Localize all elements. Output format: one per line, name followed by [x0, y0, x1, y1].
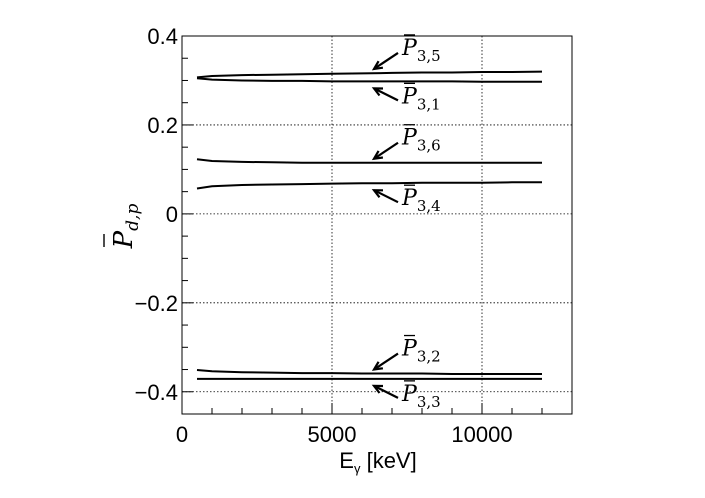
- annotation-arrow-shaft: [373, 352, 399, 371]
- annotation-label-sub: 3,1: [417, 95, 441, 113]
- y-tick-label: −0.2: [135, 291, 178, 316]
- annotation-label: P3,4: [401, 186, 441, 215]
- annotation-arrow-head: [371, 60, 384, 71]
- series-line-3-5: [196, 70, 543, 79]
- annotation-label-sub: 3,2: [417, 348, 441, 366]
- annotation-3-1: P3,1: [371, 82, 441, 113]
- series-line-3-1: [196, 77, 542, 83]
- x-tick-label: 10000: [451, 422, 512, 447]
- annotation-label: P3,6: [401, 126, 441, 155]
- curve-annotations: P3,5P3,1P3,6P3,4P3,2P3,3: [371, 34, 441, 411]
- y-axis-title-main: P: [109, 230, 139, 249]
- annotation-3-5: P3,5: [371, 34, 441, 71]
- annotation-label-main: P: [401, 126, 418, 151]
- annotation-label-main: P: [401, 382, 418, 407]
- annotation-3-2: P3,2: [371, 334, 441, 371]
- annotation-arrow-head: [371, 189, 384, 198]
- x-axis-title-unit: [keV]: [360, 448, 416, 473]
- annotation-arrow-head: [371, 384, 384, 394]
- series-line-3-2: [196, 369, 542, 375]
- y-axis-title: Pd,p: [103, 204, 143, 250]
- y-axis-title-sub: d,p: [123, 204, 143, 231]
- annotation-arrow-shaft: [373, 384, 399, 399]
- annotation-label-main: P: [401, 84, 418, 109]
- plot-frame: [181, 35, 573, 415]
- tick-labels: 0 5000 10000 −0.4 −0.2 0 0.2 0.4: [135, 24, 513, 447]
- annotation-label: P3,5: [401, 36, 441, 65]
- x-axis-title: Eγ [keV]: [339, 448, 416, 476]
- x-axis-title-main: E: [339, 448, 354, 473]
- svg-text:Pd,p: Pd,p: [109, 204, 143, 250]
- x-tick-label: 5000: [308, 422, 357, 447]
- grid-lines: [182, 36, 572, 414]
- annotation-arrow-shaft: [373, 51, 399, 70]
- annotation-arrow-shaft: [373, 189, 399, 204]
- annotation-label-main: P: [401, 36, 418, 61]
- y-tick-label: 0.2: [147, 113, 178, 138]
- x-axis-title-sub: γ: [354, 461, 361, 476]
- y-tick-label: 0: [166, 202, 178, 227]
- annotation-arrow-shaft: [373, 87, 399, 102]
- annotation-arrow-head: [371, 361, 384, 371]
- series-line-3-4: [196, 181, 542, 190]
- annotation-label-sub: 3,3: [417, 393, 441, 411]
- annotation-label-sub: 3,6: [417, 137, 441, 155]
- series-group: [196, 70, 543, 380]
- annotation-label-main: P: [401, 186, 418, 211]
- annotation-arrow-head: [371, 150, 384, 161]
- annotation-3-3: P3,3: [371, 380, 441, 411]
- x-tick-label: 0: [176, 422, 188, 447]
- annotation-3-4: P3,4: [371, 184, 441, 215]
- annotation-label: P3,1: [401, 84, 441, 113]
- annotation-label-sub: 3,4: [417, 197, 441, 215]
- y-tick-label: 0.4: [147, 24, 178, 49]
- series-line-3-6: [196, 158, 542, 164]
- annotation-arrow-head: [371, 87, 384, 97]
- annotation-3-6: P3,6: [371, 124, 441, 161]
- annotation-label-sub: 3,5: [417, 47, 441, 65]
- annotation-label-main: P: [401, 337, 418, 362]
- annotation-label: P3,3: [401, 382, 441, 411]
- annotation-label: P3,2: [401, 337, 441, 366]
- annotation-arrow-shaft: [373, 141, 399, 160]
- y-tick-label: −0.4: [135, 380, 178, 405]
- axis-ticks: [181, 35, 543, 414]
